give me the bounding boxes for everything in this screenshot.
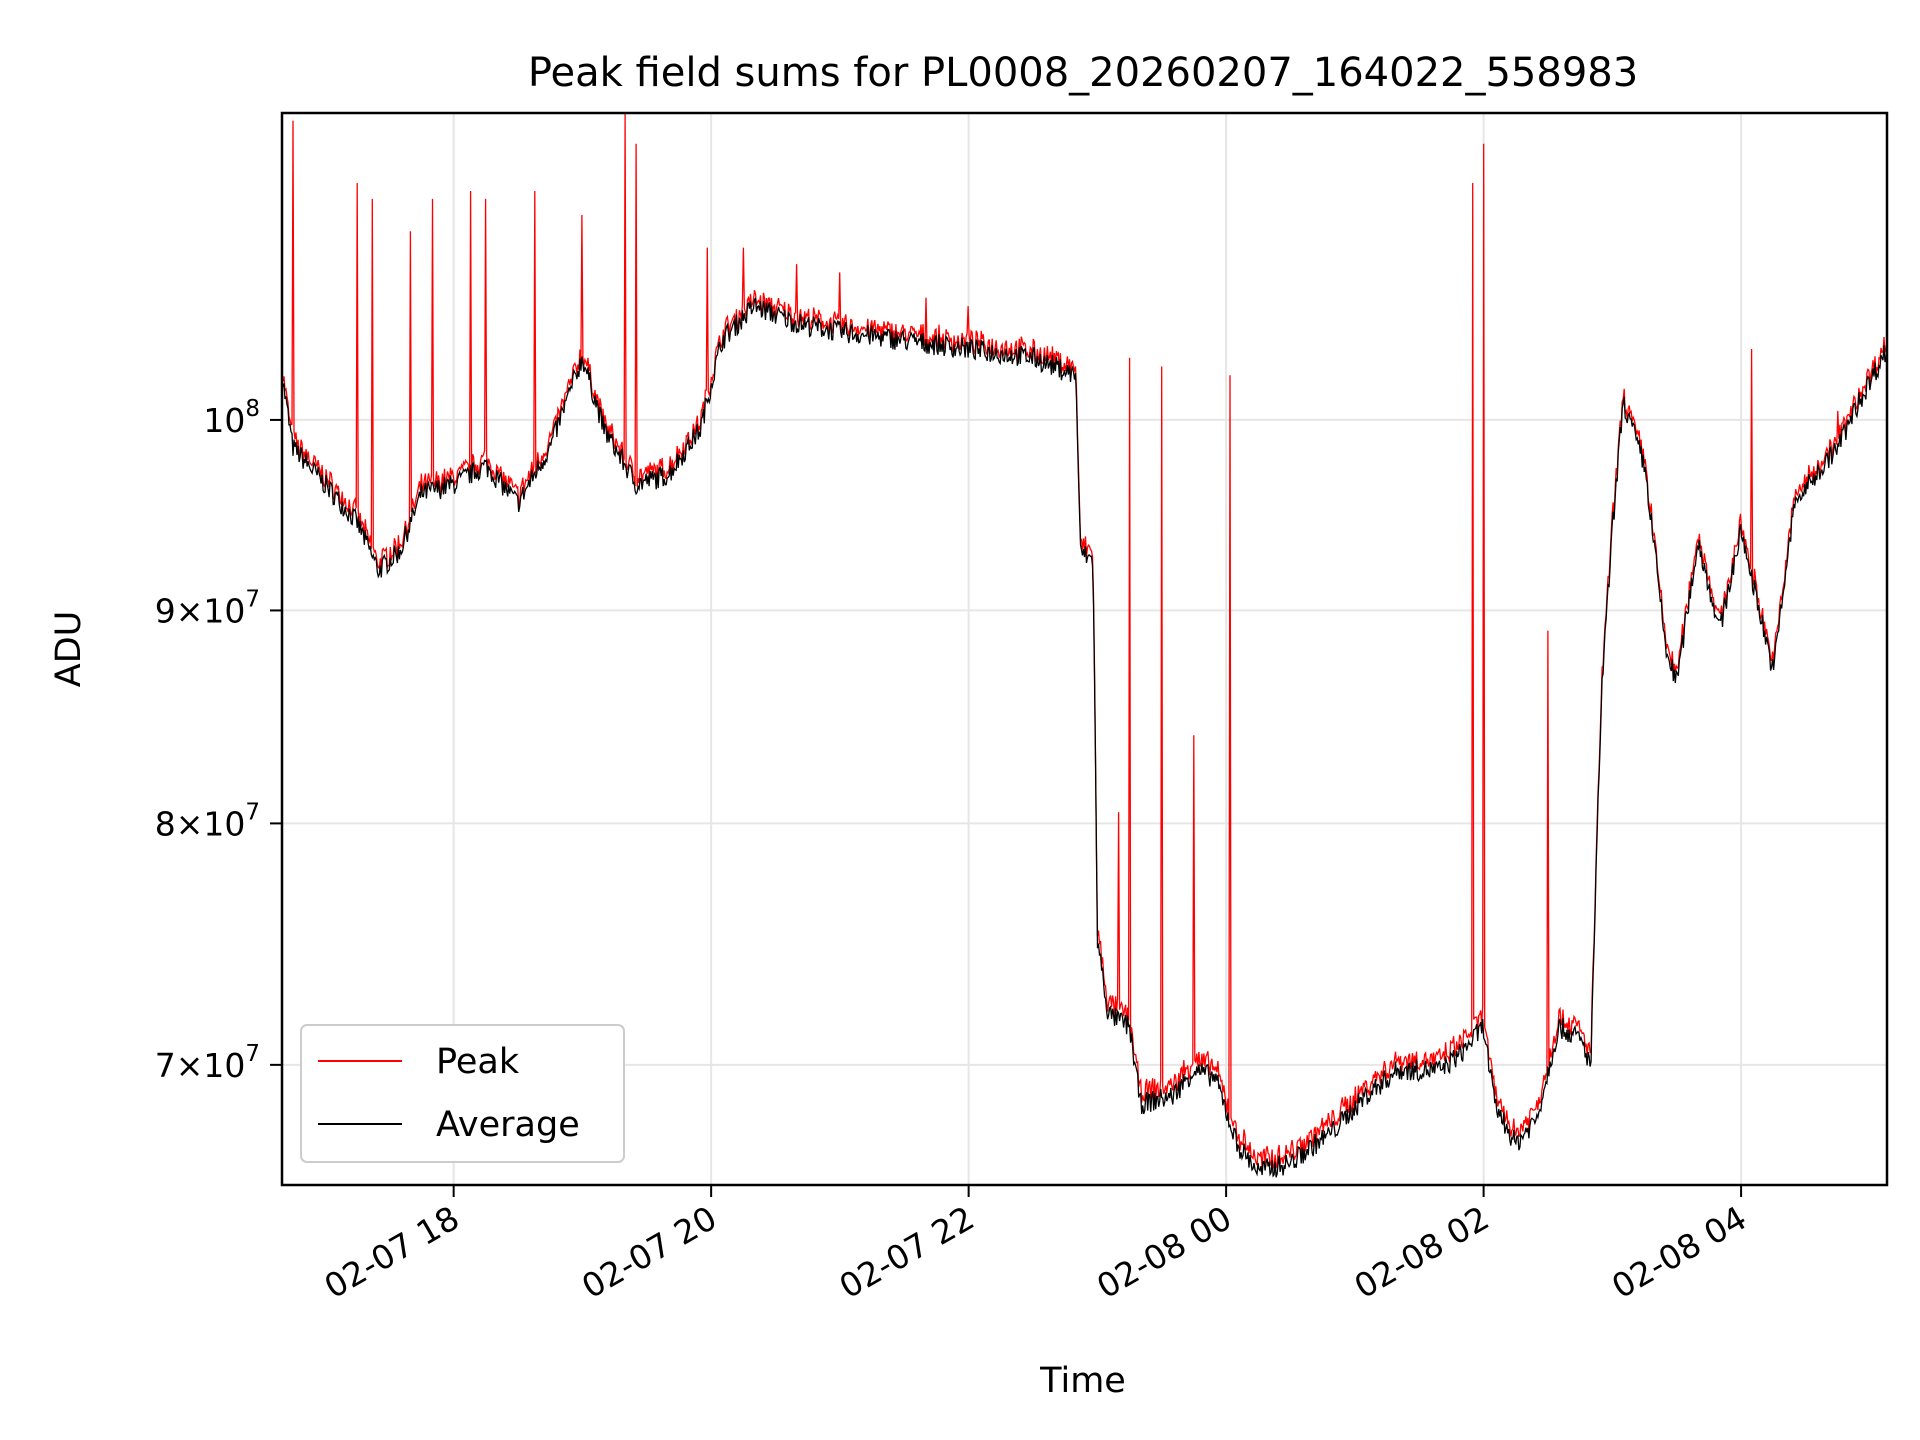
plot-frame (280, 111, 1889, 1187)
y-tick-label: 8×107 (155, 799, 260, 843)
y-tick-exponent: 8 (245, 396, 260, 422)
x-tick-label: 02-07 22 (833, 1198, 981, 1306)
legend-label-average: Average (436, 1105, 580, 1145)
y-tick-times: × (176, 1046, 204, 1085)
x-axis-ticks: 02-07 18 02-07 20 02-07 22 02-08 00 02-08 02… (318, 1185, 1753, 1306)
y-tick-times: × (176, 804, 204, 843)
y-tick-exponent: 7 (245, 586, 260, 612)
x-tick-label: 02-08 00 (1090, 1198, 1238, 1306)
y-tick-mantissa: 9 (155, 591, 176, 630)
y-tick-mantissa: 7 (155, 1046, 176, 1085)
legend-label-peak: Peak (436, 1042, 520, 1082)
y-tick-exponent: 7 (245, 799, 260, 825)
series-line-peak (282, 113, 1887, 1170)
y-tick-base: 10 (203, 1046, 245, 1085)
series-group (282, 113, 1887, 1178)
y-tick-mantissa: 8 (155, 804, 176, 843)
y-tick-label: 7×107 (155, 1041, 260, 1085)
y-tick-base: 10 (203, 401, 245, 440)
y-tick-exponent: 7 (245, 1041, 260, 1067)
legend: Peak Average (300, 1024, 625, 1163)
legend-frame (300, 1024, 625, 1163)
x-tick-label: 02-07 18 (318, 1198, 466, 1306)
y-tick-base: 10 (203, 591, 245, 630)
y-axis-label: ADU (49, 611, 89, 688)
y-tick-base: 10 (203, 804, 245, 843)
x-tick-label: 02-08 04 (1605, 1198, 1753, 1306)
chart-title: Peak field sums for PL0008_20260207_1640… (528, 50, 1638, 96)
x-axis-label: Time (1039, 1361, 1126, 1401)
x-tick-label: 02-07 20 (575, 1198, 723, 1306)
y-tick-label: 108 (203, 396, 260, 440)
x-tick-label: 02-08 02 (1348, 1198, 1496, 1306)
y-tick-label: 9×107 (155, 586, 260, 630)
series-line-average (282, 297, 1887, 1178)
y-tick-times: × (176, 591, 204, 630)
